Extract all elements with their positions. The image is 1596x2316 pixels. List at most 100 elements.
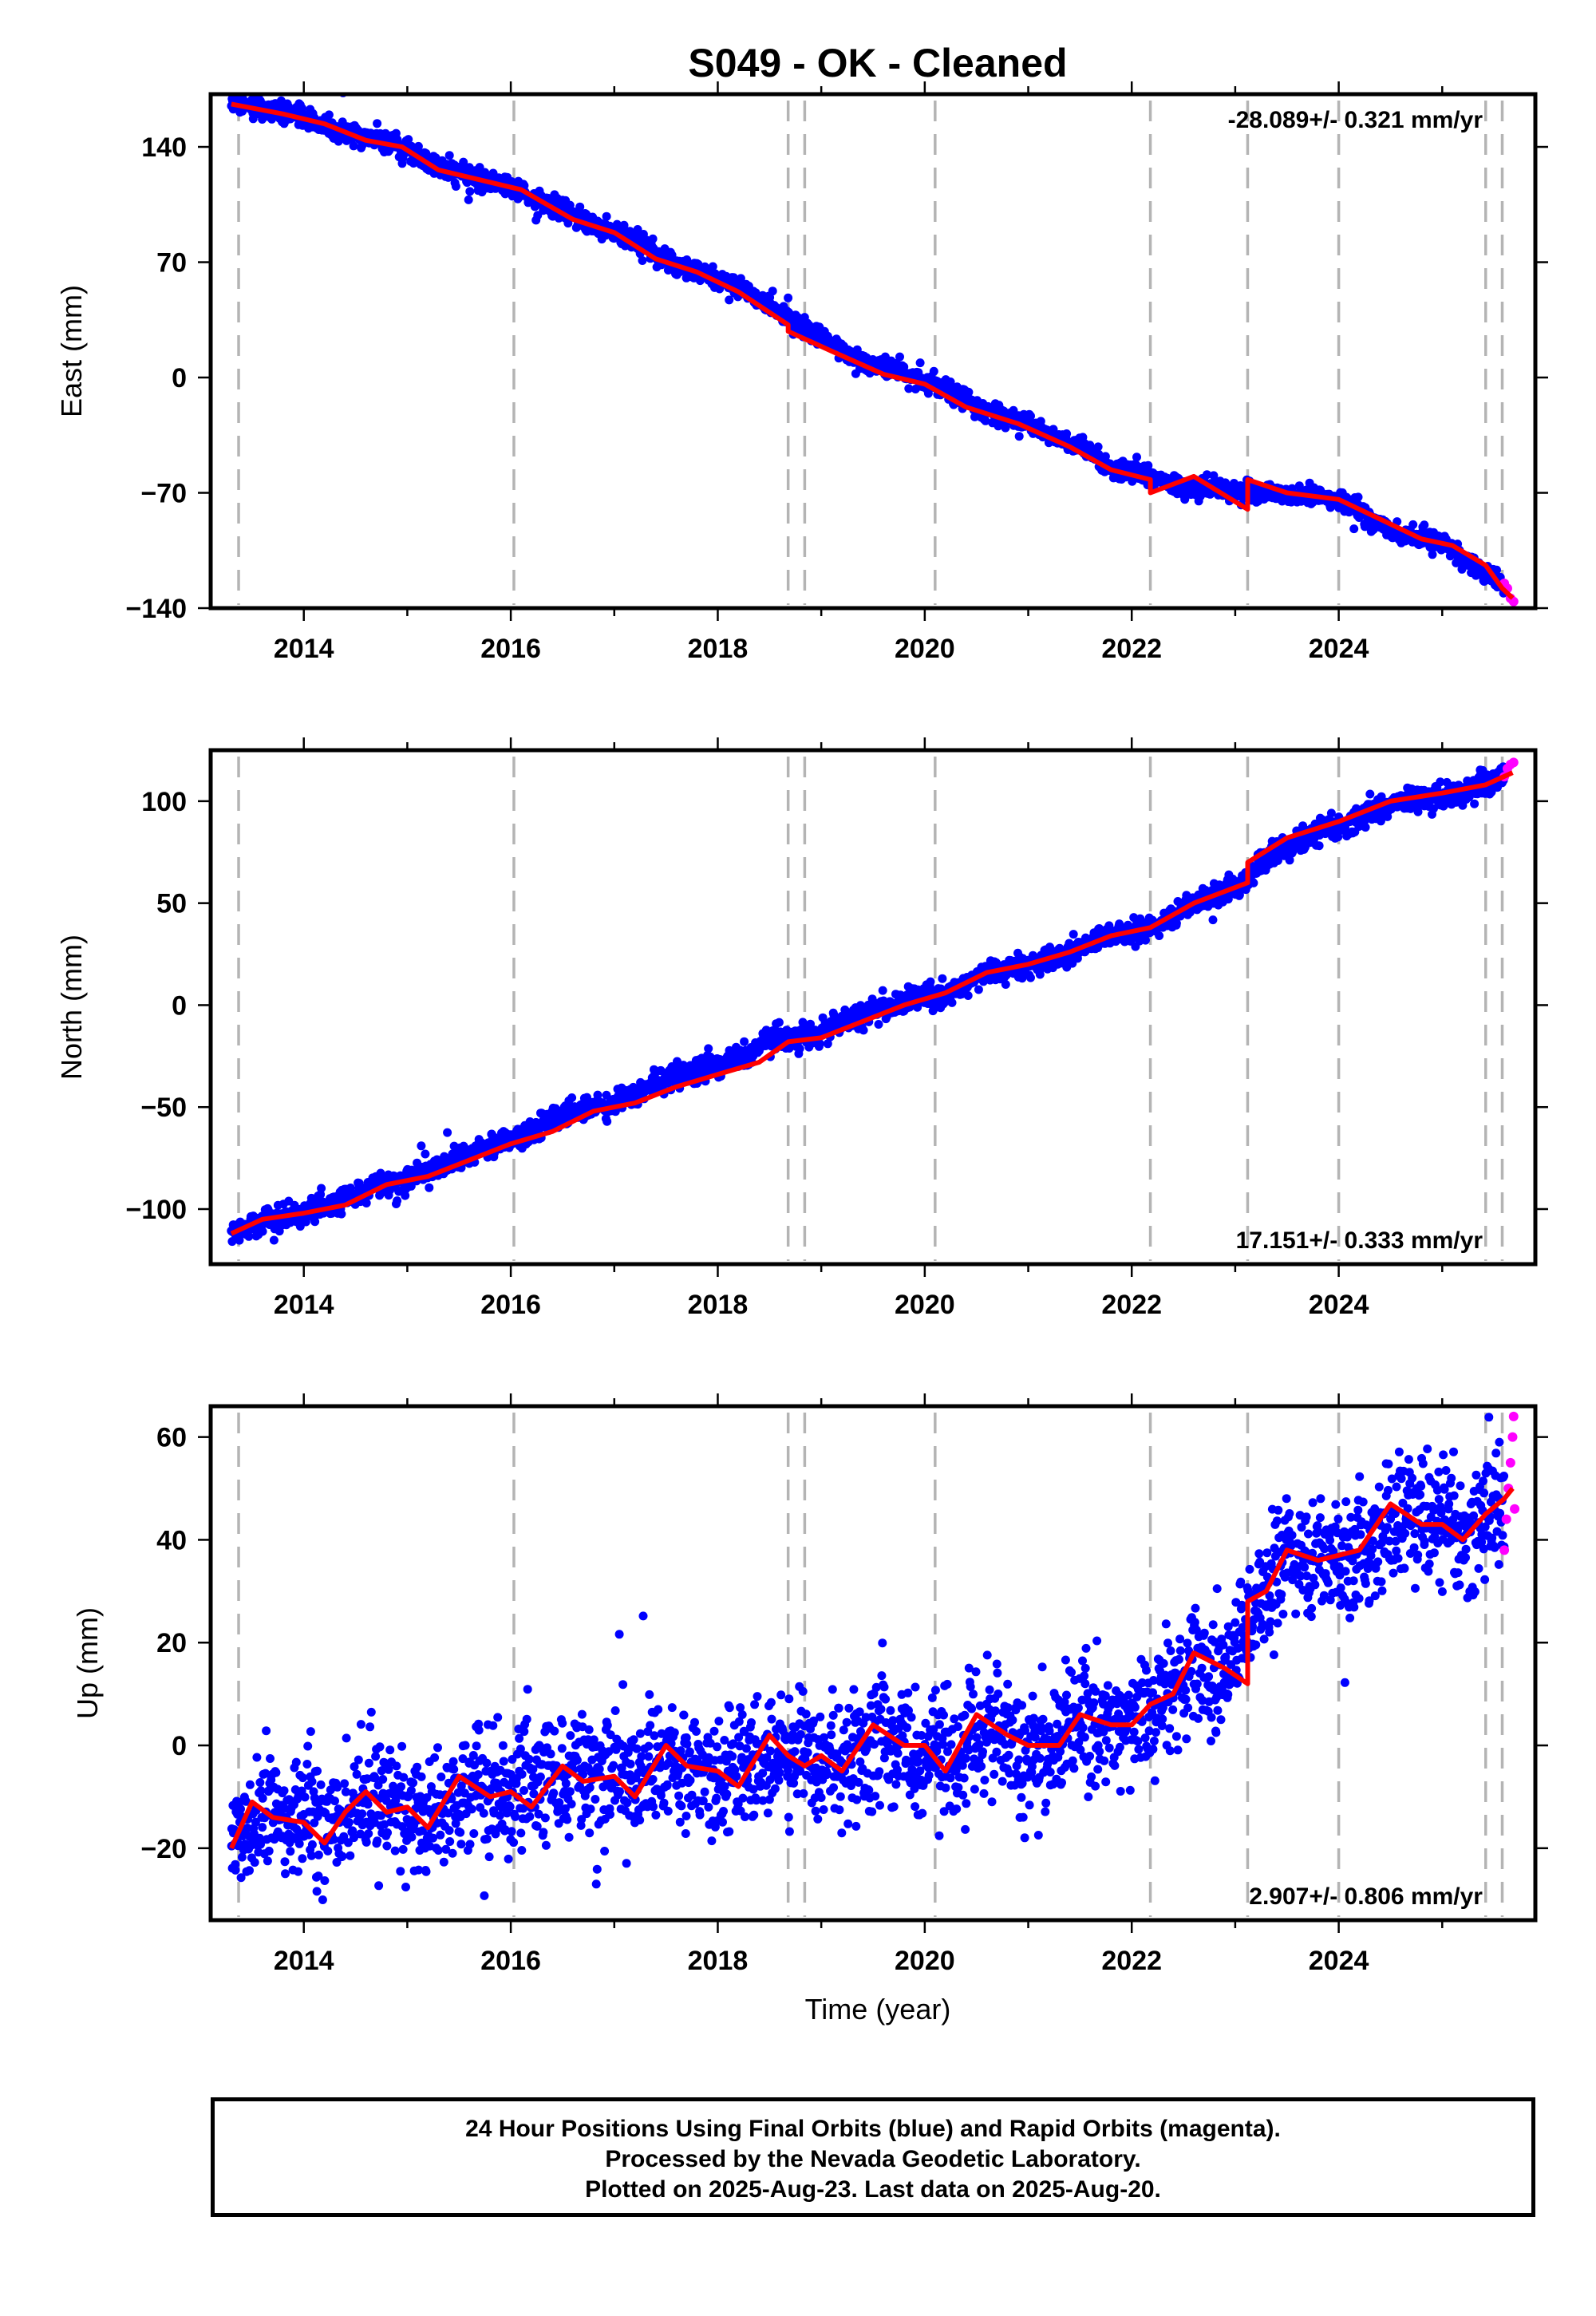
up-scatter xyxy=(227,1411,1520,1904)
up-final-point xyxy=(439,1857,448,1867)
north-final-point xyxy=(774,1018,784,1027)
up-final-point xyxy=(341,1787,350,1796)
north-final-point xyxy=(1141,935,1150,945)
up-final-point xyxy=(237,1852,247,1862)
up-final-point xyxy=(390,1846,400,1856)
up-final-point xyxy=(338,1852,347,1861)
east-final-point xyxy=(1014,432,1024,441)
north-final-point xyxy=(567,1093,577,1102)
east-final-point xyxy=(1132,453,1141,462)
north-final-point xyxy=(1017,974,1027,983)
up-final-point xyxy=(430,1753,440,1762)
up-final-point xyxy=(441,1844,451,1854)
up-final-point xyxy=(371,1752,381,1761)
north-x-tick-label: 2014 xyxy=(274,1290,334,1320)
east-x-tick-labels: 2014 2016 2018 2020 2022 2024 xyxy=(274,634,1369,664)
up-final-point xyxy=(307,1777,317,1786)
north-y-tick-label: −50 xyxy=(140,1093,187,1123)
north-final-point xyxy=(425,1183,434,1192)
up-final-point xyxy=(281,1869,290,1879)
east-x-tick-label: 2024 xyxy=(1309,634,1369,664)
east-final-point xyxy=(981,416,990,425)
east-final-point xyxy=(895,352,904,362)
north-fit-line xyxy=(230,770,1514,1236)
up-final-point xyxy=(280,1857,290,1867)
up-final-point xyxy=(242,1796,251,1806)
up-final-point xyxy=(262,1726,271,1736)
east-y-tick-label: 0 xyxy=(172,363,187,393)
north-final-point xyxy=(1361,823,1370,832)
north-final-point xyxy=(258,1227,267,1236)
east-plot-frame xyxy=(208,92,1538,611)
up-final-point xyxy=(291,1757,301,1767)
up-final-point xyxy=(316,1780,326,1789)
up-final-point xyxy=(252,1753,262,1762)
up-final-point xyxy=(286,1847,295,1856)
up-final-point xyxy=(370,1773,380,1783)
north-final-point xyxy=(926,977,935,986)
north-final-point xyxy=(1487,788,1496,796)
up-final-point xyxy=(245,1780,255,1789)
up-final-point xyxy=(279,1786,289,1796)
east-final-point xyxy=(602,211,611,221)
east-x-tick-label: 2022 xyxy=(1101,634,1162,664)
north-y-tick-label: 100 xyxy=(141,787,187,817)
east-x-tick-label: 2018 xyxy=(688,634,749,664)
north-final-point xyxy=(874,1020,883,1029)
up-final-point xyxy=(250,1858,259,1867)
up-final-point xyxy=(437,1773,446,1781)
east-final-point xyxy=(451,182,460,191)
north-final-point xyxy=(1026,973,1035,982)
up-final-point xyxy=(380,1820,389,1829)
east-final-point xyxy=(708,262,717,271)
east-final-point xyxy=(349,141,358,151)
north-final-point xyxy=(354,1179,364,1188)
north-plot-frame xyxy=(208,748,1538,1267)
up-final-point xyxy=(377,1811,385,1820)
up-final-point xyxy=(340,1779,350,1788)
up-final-point xyxy=(453,1788,463,1797)
east-final-point xyxy=(946,377,955,386)
up-final-point xyxy=(302,1760,312,1769)
east-final-point xyxy=(964,387,974,397)
up-final-point xyxy=(456,1781,466,1791)
east-final-point xyxy=(1093,442,1103,452)
north-final-point xyxy=(593,1090,602,1100)
east-final-point xyxy=(725,295,734,305)
up-final-point xyxy=(398,1844,408,1854)
north-final-point xyxy=(1333,832,1343,842)
up-final-point xyxy=(444,1826,454,1836)
up-final-point xyxy=(364,1758,373,1768)
up-final-point xyxy=(375,1742,385,1752)
up-final-point xyxy=(448,1757,458,1766)
up-final-point xyxy=(417,1772,426,1781)
east-y-tick-label: −70 xyxy=(140,479,187,509)
up-final-point xyxy=(245,1866,254,1875)
north-final-point xyxy=(421,1149,430,1159)
north-final-point xyxy=(269,1235,279,1245)
north-final-point xyxy=(878,986,887,995)
east-final-point xyxy=(1492,565,1501,575)
east-final-point xyxy=(324,110,334,120)
up-final-point xyxy=(396,1867,405,1876)
east-final-point xyxy=(904,384,914,393)
up-final-point xyxy=(346,1851,355,1860)
up-final-point xyxy=(399,1773,409,1782)
north-final-point xyxy=(310,1217,320,1227)
up-final-point xyxy=(397,1741,407,1751)
up-final-point xyxy=(300,1792,310,1802)
east-final-point xyxy=(444,151,454,160)
east-final-point xyxy=(404,135,413,144)
east-final-point xyxy=(1428,550,1437,559)
up-final-point xyxy=(407,1832,417,1842)
up-final-point xyxy=(397,1822,407,1832)
up-final-point xyxy=(323,1846,333,1856)
up-final-point xyxy=(255,1778,265,1787)
north-rapid-point xyxy=(1508,757,1519,768)
up-final-point xyxy=(364,1829,373,1839)
up-final-point xyxy=(344,1818,354,1827)
up-final-point xyxy=(264,1846,274,1856)
north-final-point xyxy=(1273,856,1282,865)
up-final-point xyxy=(397,1782,405,1792)
